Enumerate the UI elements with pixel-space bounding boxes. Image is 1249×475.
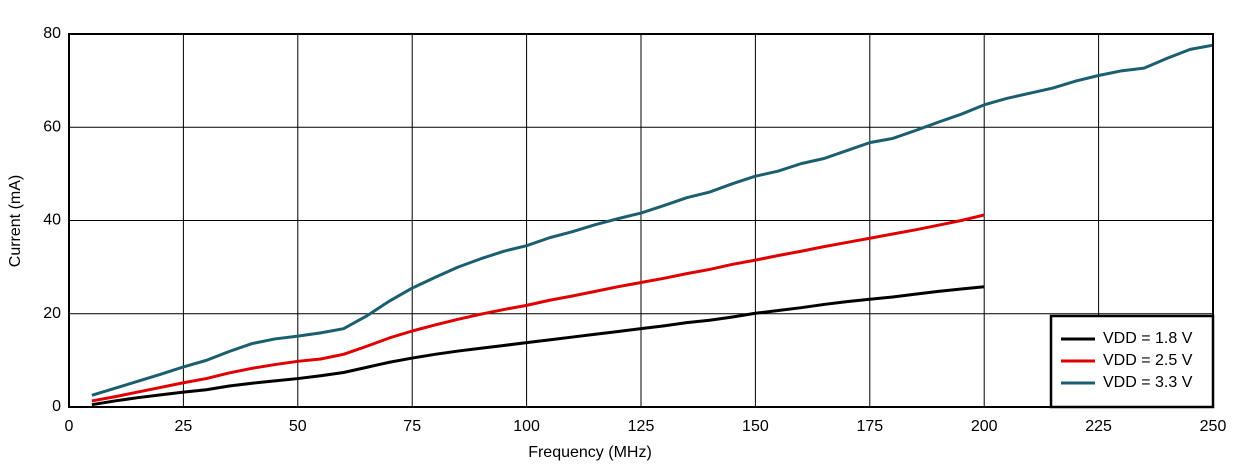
- series-line: [91, 43, 1214, 397]
- x-tick-label: 100: [513, 418, 540, 435]
- x-tick-label: 250: [1200, 418, 1227, 435]
- y-tick-label: 20: [43, 305, 61, 322]
- x-tick-label: 25: [175, 418, 193, 435]
- x-axis-label: Frequency (MHz): [528, 444, 652, 461]
- plot-frame: [68, 33, 1214, 408]
- x-tick-label: 200: [971, 418, 998, 435]
- x-tick-label: 50: [289, 418, 307, 435]
- y-axis-label: Current (mA): [7, 175, 24, 267]
- legend-label: VDD = 3.3 V: [1103, 374, 1193, 391]
- y-tick-label: 60: [43, 118, 61, 135]
- x-tick-label: 0: [65, 418, 74, 435]
- x-tick-label: 225: [1085, 418, 1112, 435]
- y-tick-label: 80: [43, 25, 61, 42]
- x-tick-label: 125: [628, 418, 655, 435]
- x-tick-label: 150: [742, 418, 769, 435]
- x-tick-label: 175: [856, 418, 883, 435]
- y-tick-label: 40: [43, 212, 61, 229]
- x-tick-label: 75: [403, 418, 421, 435]
- legend-label: VDD = 1.8 V: [1103, 330, 1193, 347]
- legend-label: VDD = 2.5 V: [1103, 352, 1193, 369]
- series-line: [91, 213, 985, 403]
- y-tick-label: 0: [52, 398, 61, 415]
- series-line: [91, 285, 985, 407]
